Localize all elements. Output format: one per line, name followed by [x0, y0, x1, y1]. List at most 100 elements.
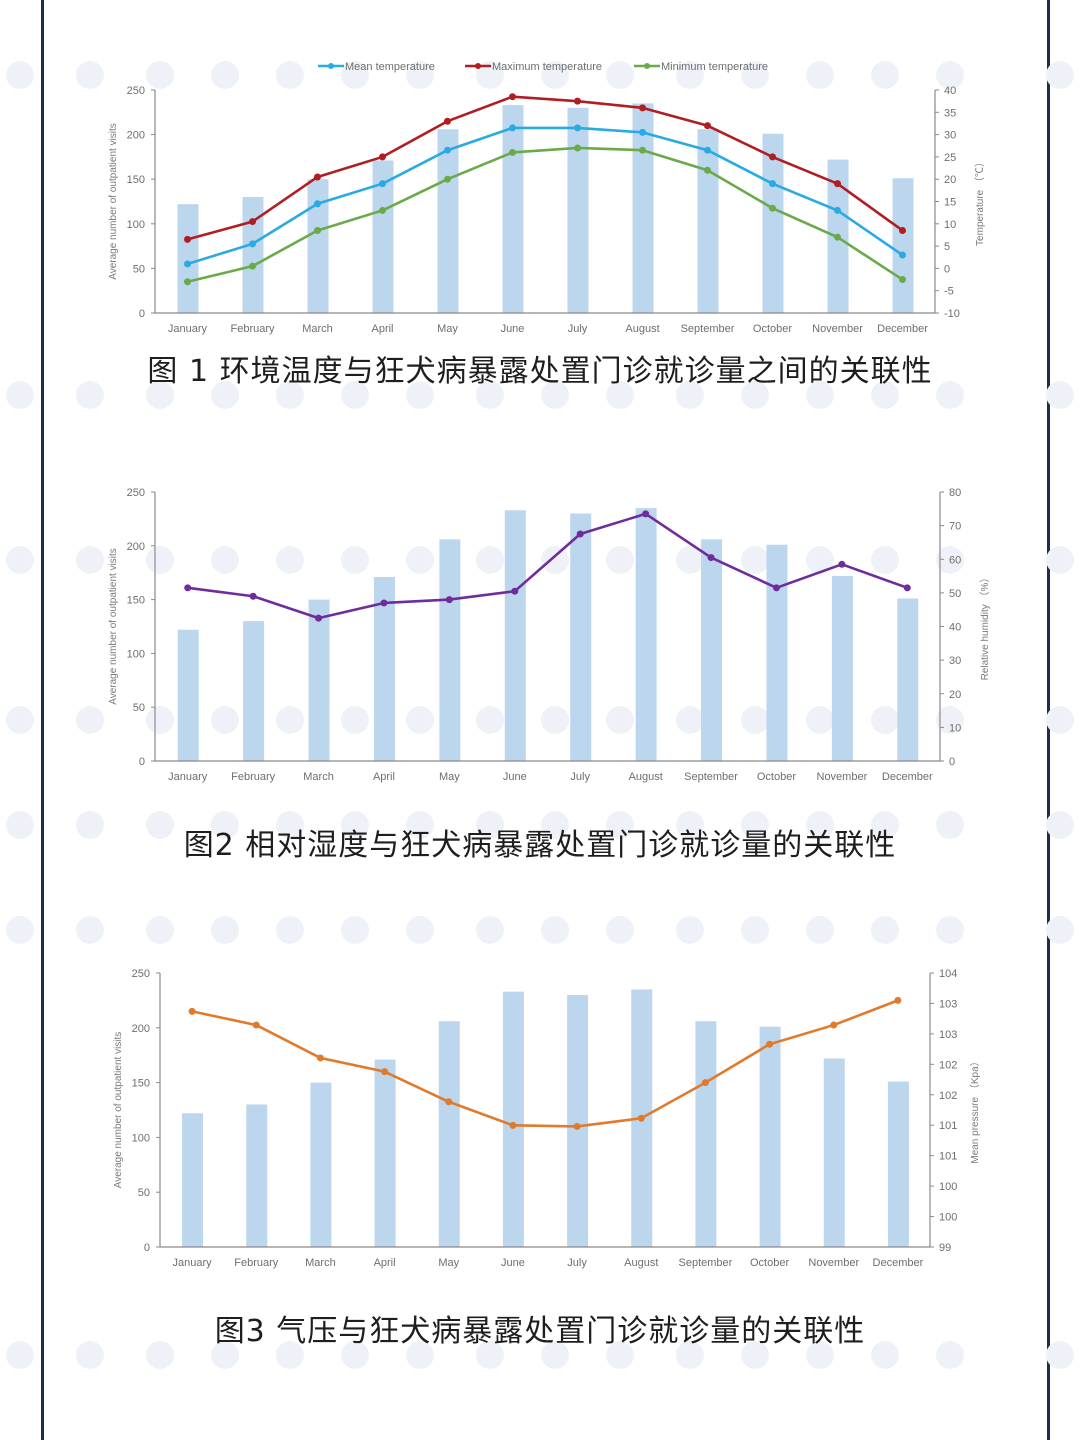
data-point [249, 592, 257, 600]
background-dot [406, 546, 434, 574]
right-tick-label: 80 [949, 487, 961, 499]
background-dot [76, 811, 104, 839]
background-dot [871, 381, 899, 409]
data-point [574, 124, 581, 132]
background-dot [806, 1341, 834, 1369]
x-tick-label: August [629, 771, 663, 783]
data-point [184, 278, 191, 286]
line-mean-temperature [187, 126, 904, 266]
bar-june [502, 105, 524, 313]
data-point [639, 146, 646, 154]
left-tick-label: 0 [144, 1242, 150, 1254]
background-dot [1046, 1341, 1074, 1369]
data-point [637, 1114, 645, 1122]
x-tick-label: May [439, 771, 460, 783]
background-dot [936, 381, 964, 409]
background-dot [276, 916, 304, 944]
background-dot [1046, 381, 1074, 409]
x-tick-label: June [501, 1257, 525, 1269]
background-dot [276, 811, 304, 839]
background-dot [541, 706, 569, 734]
bar-may [437, 129, 459, 313]
background-dot [211, 916, 239, 944]
background-dot [541, 381, 569, 409]
background-dot [741, 706, 769, 734]
background-dot [476, 916, 504, 944]
right-tick-label: 102 [939, 1090, 957, 1102]
background-dot [6, 546, 34, 574]
data-point [252, 1021, 260, 1029]
data-point [769, 204, 776, 212]
data-point [184, 260, 191, 268]
bar-may [439, 539, 461, 761]
background-dot [1046, 61, 1074, 89]
background-dot [936, 916, 964, 944]
background-dot [1046, 706, 1074, 734]
left-tick-label: 0 [139, 308, 145, 320]
background-dot [606, 546, 634, 574]
background-dot [676, 706, 704, 734]
left-tick-label: 50 [133, 702, 145, 714]
data-point [639, 128, 646, 136]
legend-item: Maximum temperature [465, 61, 602, 73]
data-point [184, 235, 191, 243]
data-point [314, 173, 321, 181]
background-dot [6, 61, 34, 89]
data-point [444, 117, 451, 125]
legend-item: Minimum temperature [634, 61, 768, 73]
legend-label: Mean temperature [345, 61, 435, 73]
x-tick-label: July [568, 323, 588, 335]
background-dot [741, 61, 769, 89]
data-point [766, 1040, 774, 1048]
background-dot [936, 1341, 964, 1369]
x-tick-label: October [753, 323, 792, 335]
caption-fig1: 图 1 环境温度与狂犬病暴露处置门诊就诊量之间的关联性 [147, 354, 933, 389]
data-point [642, 510, 650, 518]
bar-september [695, 1021, 717, 1247]
data-point [445, 596, 453, 604]
background-dot [76, 61, 104, 89]
background-dot [476, 811, 504, 839]
left-tick-label: 100 [132, 1132, 150, 1144]
bar-february [246, 1104, 268, 1247]
data-point [834, 206, 841, 214]
bar-july [567, 107, 589, 313]
right-tick-label: 30 [949, 655, 961, 667]
chart-pressure: 0 50 100 150 200 250 99 100 100 101 101 102 102 103 10… [0, 955, 1080, 1285]
background-dot [806, 381, 834, 409]
bar-december [897, 598, 919, 761]
left-tick-label: 150 [127, 595, 145, 607]
background-dot [806, 61, 834, 89]
data-point [704, 146, 711, 154]
x-tick-label: May [438, 1257, 459, 1269]
right-tick-label: 103 [939, 998, 957, 1010]
right-tick-label: 40 [949, 622, 961, 634]
background-dot [741, 916, 769, 944]
data-point [834, 180, 841, 188]
background-dot [146, 706, 174, 734]
x-tick-label: March [303, 771, 334, 783]
left-tick-label: 150 [127, 174, 145, 186]
data-point [639, 104, 646, 112]
background-dot [606, 706, 634, 734]
right-axis-title: Relative humidity （%） [979, 573, 991, 681]
background-dot [341, 1341, 369, 1369]
background-dot [936, 706, 964, 734]
background-dot [341, 381, 369, 409]
x-tick-label: April [373, 771, 395, 783]
background-dot [606, 61, 634, 89]
background-dot [406, 916, 434, 944]
background-dot [541, 811, 569, 839]
background-dot [146, 1341, 174, 1369]
data-point [379, 180, 386, 188]
right-tick-label: 101 [939, 1151, 957, 1163]
background-dot [341, 811, 369, 839]
x-tick-label: August [625, 323, 659, 335]
left-axis-title: Average number of outpatient visits [108, 123, 119, 280]
x-tick-label: December [877, 323, 928, 335]
right-tick-label: 15 [944, 197, 956, 209]
left-tick-label: 200 [127, 541, 145, 553]
legend-label: Minimum temperature [661, 61, 768, 73]
background-dot [541, 916, 569, 944]
data-point [573, 1122, 581, 1130]
